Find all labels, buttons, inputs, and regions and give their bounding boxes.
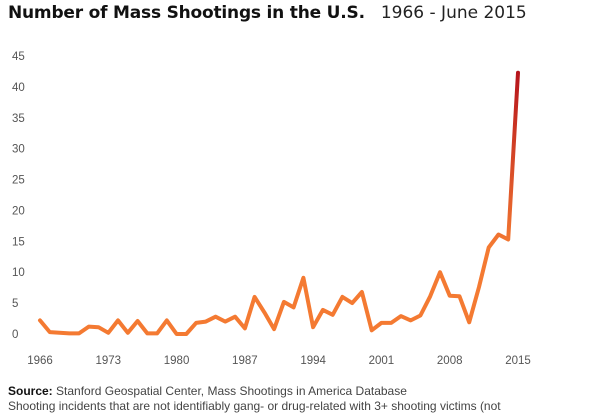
x-tick-label: 2001 [369,355,395,367]
data-point [292,305,296,309]
chart-title-row: Number of Mass Shootings in the U.S. 1966… [8,3,527,23]
data-point [487,246,491,250]
x-tick-label: 1980 [164,355,190,367]
data-point [204,320,208,324]
source-text: Stanford Geospatial Center, Mass Shootin… [56,384,407,398]
x-tick-label: 1994 [300,355,326,367]
data-point [399,314,403,318]
data-point [243,326,247,330]
data-point [77,331,81,335]
data-point [506,238,510,242]
data-point [145,331,149,335]
data-point [194,321,198,325]
data-point [253,295,257,299]
data-point [428,294,432,298]
data-point [67,331,71,335]
y-tick-label: 35 [12,113,25,125]
data-point [272,327,276,331]
data-point [321,308,325,312]
footnote: Shooting incidents that are not identifi… [8,399,501,413]
x-tick-label: 1987 [232,355,258,367]
data-point [477,285,481,289]
data-point [155,331,159,335]
y-tick-label: 45 [12,51,25,63]
data-point [379,321,383,325]
data-point [165,318,169,322]
data-point [516,71,520,75]
data-point [448,294,452,298]
data-point [87,325,91,329]
y-tick-label: 20 [12,205,25,217]
data-point [438,270,442,274]
data-point [370,328,374,332]
data-point [175,332,179,336]
data-point [389,321,393,325]
x-tick-label: 2008 [437,355,463,367]
data-point [233,315,237,319]
data-point [331,313,335,317]
y-tick-label: 25 [12,175,25,187]
data-point [126,331,130,335]
data-point [214,315,218,319]
source-label: Source: [8,384,53,398]
data-point [38,318,42,322]
data-point [116,318,120,322]
data-point [467,320,471,324]
data-point [184,332,188,336]
chart-title: Number of Mass Shootings in the U.S. [8,3,365,23]
data-point [311,325,315,329]
series-line [38,70,520,336]
data-point [497,233,501,237]
data-point [106,331,110,335]
data-point [223,320,227,324]
data-point [282,300,286,304]
x-tick-label: 1966 [27,355,53,367]
y-tick-label: 0 [12,329,18,341]
x-tick-label: 2015 [505,355,531,367]
data-point [418,314,422,318]
y-tick-label: 10 [12,267,25,279]
x-tick-label: 1973 [95,355,121,367]
y-tick-label: 5 [12,298,18,310]
data-point [262,310,266,314]
data-point [58,331,62,335]
data-point [409,318,413,322]
y-tick-label: 15 [12,236,25,248]
data-point [350,301,354,305]
data-point [360,290,364,294]
chart-subtitle: 1966 - June 2015 [380,3,527,23]
y-tick-label: 30 [12,144,25,156]
data-point [97,325,101,329]
data-point [136,319,140,323]
data-point [301,276,305,280]
data-point [48,330,52,334]
line-chart: 0 5 10 15 20 25 30 35 40 45 1966 1973 1980 1987 1994 20… [12,51,531,367]
data-point [458,294,462,298]
data-point [340,295,344,299]
y-tick-label: 40 [12,82,25,94]
